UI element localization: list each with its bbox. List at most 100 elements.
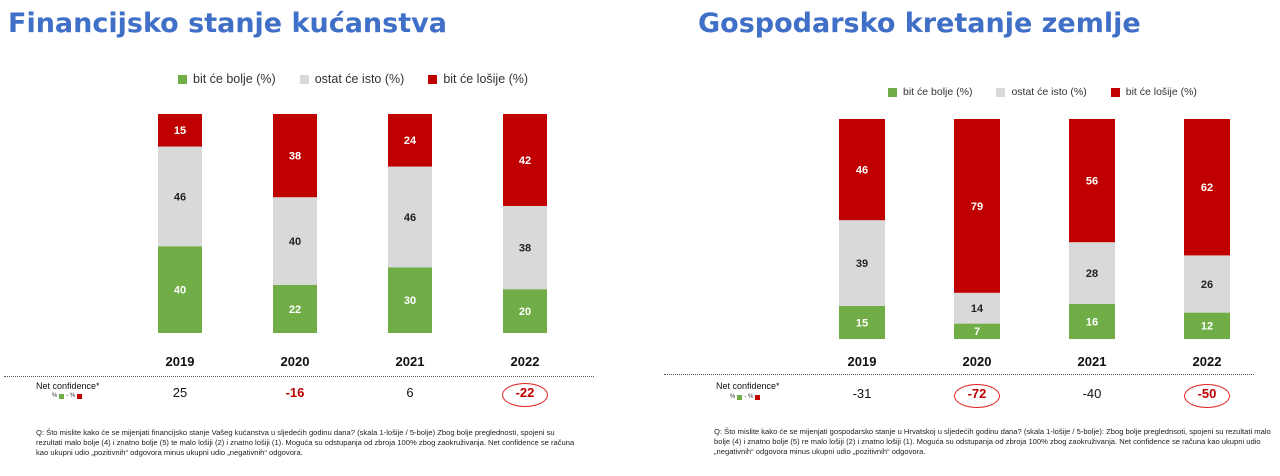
net-confidence-legend-part2: - % <box>66 393 76 399</box>
data-label-worse-2021: 24 <box>404 135 417 147</box>
legend-item-same: ostat će isto (%) <box>996 86 1087 98</box>
net-confidence-legend-part1: % <box>52 393 58 399</box>
chart-title: Gospodarsko kretanje zemlje <box>698 8 1141 39</box>
data-label-worse-2021: 56 <box>1086 176 1098 188</box>
data-label-worse-2019: 46 <box>856 165 868 177</box>
chart-legend: bit će bolje (%) ostat će isto (%) bit ć… <box>888 86 1197 98</box>
data-label-same-2019: 46 <box>174 191 186 203</box>
bar-segment-same-2020 <box>273 197 317 285</box>
bar-segment-better-2022 <box>503 289 547 333</box>
bar-segment-same-2019 <box>158 146 202 247</box>
data-label-better-2021: 16 <box>1086 316 1098 328</box>
country-economy-panel: Gospodarsko kretanje zemlje bit će bolje… <box>660 0 1280 476</box>
data-label-better-2019: 15 <box>856 317 868 329</box>
x-tick-label-2022: 2022 <box>1193 354 1222 369</box>
data-label-worse-2022: 62 <box>1201 182 1213 194</box>
x-tick-label-2019: 2019 <box>166 354 195 369</box>
legend-item-better: bit će bolje (%) <box>888 86 972 98</box>
legend-label-same: ostat će isto (%) <box>314 72 405 86</box>
bar-segment-worse-2021 <box>388 114 432 167</box>
bar-segment-same-2021 <box>388 166 432 268</box>
net-confidence-legend-part1: % <box>730 394 736 400</box>
net-confidence-value-2019: 25 <box>172 385 188 400</box>
data-label-better-2021: 30 <box>404 295 416 307</box>
footnote: Q: Što mislite kako će se mijenjati gosp… <box>714 427 1271 456</box>
data-label-same-2021: 28 <box>1086 268 1098 280</box>
data-label-same-2022: 26 <box>1201 279 1213 291</box>
net-confidence-value-2022: -50 <box>1197 386 1217 401</box>
data-label-better-2022: 12 <box>1201 321 1213 333</box>
net-confidence-label: Net confidence* <box>36 381 100 391</box>
data-label-same-2020: 14 <box>971 303 984 315</box>
net-confidence-value-2021: 6 <box>406 385 414 400</box>
data-label-same-2022: 38 <box>519 242 531 254</box>
net-confidence-legend: % - % <box>52 393 83 399</box>
data-label-same-2020: 40 <box>289 236 301 248</box>
data-label-worse-2019: 15 <box>174 125 186 137</box>
net-confidence-swatch-green <box>59 393 65 399</box>
bar-segment-same-2022 <box>1184 255 1230 313</box>
x-tick-label-2020: 2020 <box>963 354 992 369</box>
legend-label-better: bit će bolje (%) <box>903 86 973 98</box>
bar-segment-better-2019 <box>158 246 202 333</box>
x-tick-label-2019: 2019 <box>848 354 877 369</box>
legend-swatch-worse <box>428 74 438 84</box>
bar-segment-better-2021 <box>388 267 432 333</box>
net-confidence-divider <box>664 374 1254 375</box>
x-tick-label-2020: 2020 <box>281 354 310 369</box>
household-finance-panel: Financijsko stanje kućanstva bit će bolj… <box>0 0 620 476</box>
legend-label-better: bit će bolje (%) <box>193 72 276 86</box>
chart-title: Financijsko stanje kućanstva <box>8 8 447 39</box>
data-label-worse-2020: 38 <box>289 151 301 163</box>
bar-segment-worse-2019 <box>839 119 885 221</box>
data-label-better-2020: 7 <box>974 326 980 338</box>
bar-segment-better-2020 <box>954 323 1000 339</box>
legend-swatch-same <box>996 87 1006 97</box>
net-confidence-value-2021: -40 <box>1082 386 1102 401</box>
bar-segment-better-2019 <box>839 306 885 339</box>
bar-segment-worse-2021 <box>1069 119 1115 243</box>
legend-swatch-better <box>888 87 897 97</box>
legend-item-worse: bit će lošije (%) <box>428 72 528 86</box>
legend-item-better: bit će bolje (%) <box>178 72 276 86</box>
bar-segment-worse-2020 <box>273 114 317 198</box>
legend-label-same: ostat će isto (%) <box>1011 86 1087 98</box>
bar-segment-better-2021 <box>1069 303 1115 339</box>
stacked-bar-chart: 15 39 46 2019 7 14 79 2020 16 28 56 2021 12 26 62 2022 <box>839 119 1230 369</box>
legend-swatch-better <box>178 74 187 84</box>
chart-legend: bit će bolje (%) ostat će isto (%) bit ć… <box>178 72 528 86</box>
bar-segment-same-2022 <box>503 205 547 290</box>
bar-segment-worse-2022 <box>503 114 547 206</box>
net-confidence-divider <box>4 376 594 377</box>
data-label-better-2022: 20 <box>519 306 531 318</box>
data-label-worse-2020: 79 <box>971 201 983 213</box>
bar-segment-better-2020 <box>273 284 317 333</box>
legend-item-same: ostat će isto (%) <box>299 72 405 86</box>
bar-segment-worse-2019 <box>158 114 202 147</box>
net-confidence-label: Net confidence* <box>716 381 780 391</box>
data-label-same-2019: 39 <box>856 258 868 270</box>
legend-item-worse: bit će lošije (%) <box>1110 86 1197 98</box>
data-label-same-2021: 46 <box>404 212 416 224</box>
legend-label-worse: bit će lošije (%) <box>1125 86 1197 98</box>
net-confidence-swatch-red <box>755 394 761 400</box>
net-confidence-value-2020: -72 <box>967 386 987 401</box>
data-label-better-2020: 22 <box>289 304 301 316</box>
bar-segment-better-2022 <box>1184 312 1230 339</box>
net-confidence-legend-part2: - % <box>744 394 754 400</box>
bar-segment-same-2020 <box>954 292 1000 324</box>
net-confidence-value-2019: -31 <box>852 386 872 401</box>
net-confidence-value-2022: -22 <box>515 385 535 400</box>
stacked-bar-chart: 40 46 15 2019 22 40 38 2020 30 46 24 2021 20 38 42 2022 <box>158 114 547 369</box>
footnote: Q: Što mislite kako će se mijenjati fina… <box>36 428 575 457</box>
legend-swatch-worse <box>1110 87 1120 97</box>
data-label-better-2019: 40 <box>174 285 186 297</box>
bar-segment-worse-2020 <box>954 119 1000 293</box>
bar-segment-same-2019 <box>839 220 885 306</box>
x-tick-label-2021: 2021 <box>396 354 425 369</box>
bar-segment-worse-2022 <box>1184 119 1230 256</box>
legend-swatch-same <box>299 74 309 84</box>
bar-segment-same-2021 <box>1069 242 1115 304</box>
net-confidence-value-2020: -16 <box>285 385 305 400</box>
legend-label-worse: bit će lošije (%) <box>443 72 529 86</box>
